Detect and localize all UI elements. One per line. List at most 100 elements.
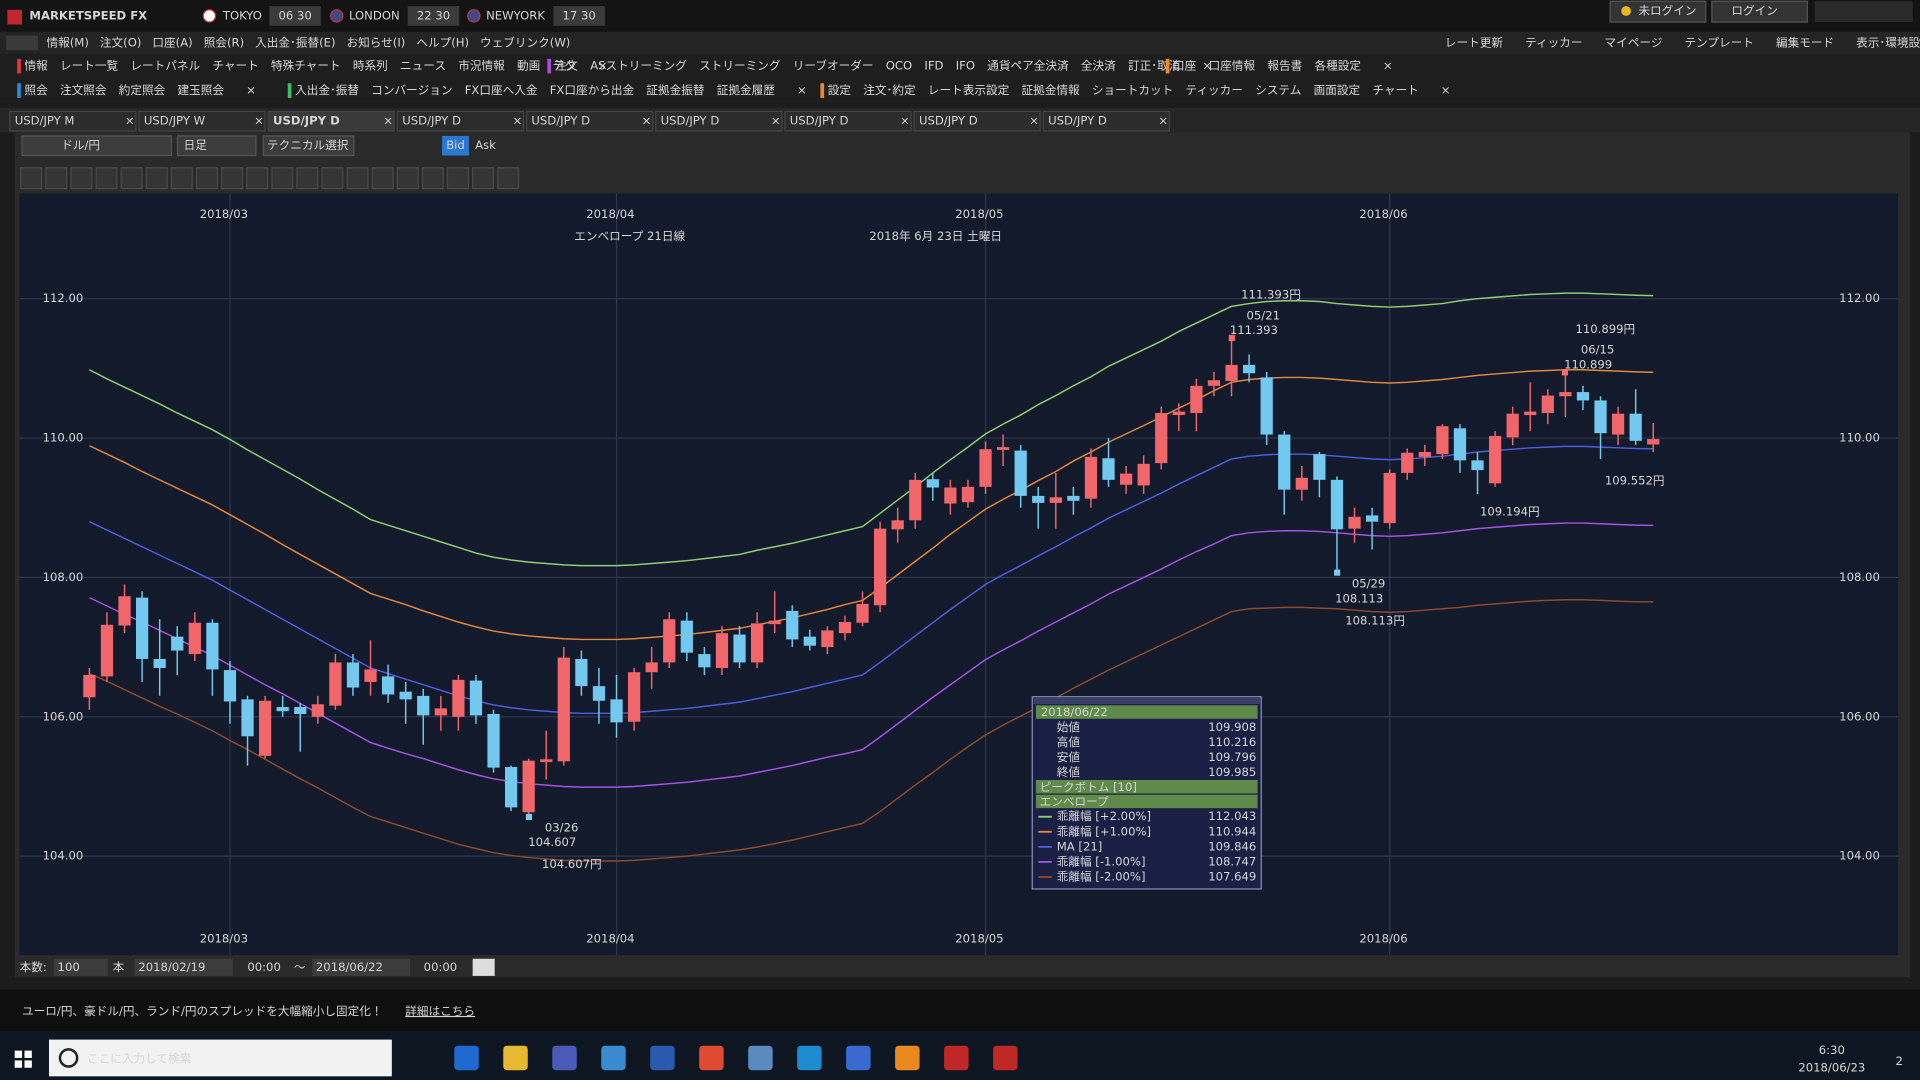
draw-tool[interactable] <box>346 167 369 190</box>
menu-item[interactable]: 情報(M) <box>47 35 89 49</box>
menu-right-item[interactable]: マイページ <box>1605 35 1663 49</box>
taskbar-app[interactable] <box>895 1045 920 1071</box>
menu-right-item[interactable]: ティッカー <box>1525 35 1582 49</box>
menu-item[interactable]: 照会(R) <box>204 35 244 49</box>
toolbar-item[interactable]: ティッカー <box>1185 83 1242 97</box>
tab[interactable] <box>396 110 525 132</box>
apply-button[interactable] <box>472 958 495 976</box>
draw-tool[interactable] <box>271 167 294 190</box>
draw-tool[interactable] <box>145 167 168 190</box>
toolbar-item[interactable]: 注文 <box>555 59 579 73</box>
draw-tool[interactable] <box>497 167 520 190</box>
tab[interactable] <box>267 110 395 132</box>
toolbar-item[interactable]: 通貨ペア全決済 <box>987 59 1069 73</box>
tab-label[interactable]: USD/JPY D <box>661 114 720 128</box>
toolbar-item[interactable]: 入出金･振替 <box>295 83 359 97</box>
tab[interactable] <box>9 110 137 132</box>
draw-tool[interactable] <box>421 167 444 190</box>
footer-from[interactable]: 2018/02/19 <box>138 960 205 974</box>
draw-tool[interactable] <box>20 167 43 190</box>
toolbar-item[interactable]: 時系列 <box>353 59 388 73</box>
search-box[interactable] <box>48 1039 392 1077</box>
menu-item[interactable]: 口座(A) <box>152 35 192 49</box>
toolbar-item[interactable]: 照会 <box>24 83 48 97</box>
tab[interactable] <box>784 110 912 132</box>
tab-label[interactable]: USD/JPY D <box>402 114 461 128</box>
tab-label[interactable]: USD/JPY D <box>273 114 340 128</box>
taskbar-app[interactable] <box>846 1045 871 1071</box>
menu-item[interactable]: 入出金･振替(E) <box>255 35 335 49</box>
draw-tool[interactable] <box>195 167 218 190</box>
taskbar-app[interactable] <box>699 1045 724 1071</box>
count-select[interactable] <box>53 958 108 976</box>
menu-item[interactable]: 注文(O) <box>100 35 141 49</box>
toolbar-item[interactable]: 画面設定 <box>1314 83 1361 97</box>
toolbar-item[interactable]: レート一覧 <box>60 59 119 73</box>
draw-tool[interactable] <box>472 167 495 190</box>
taskbar-app[interactable] <box>797 1045 822 1071</box>
footer-count[interactable]: 100 <box>58 960 80 974</box>
toolbar-item[interactable]: 全決済 <box>1081 59 1116 73</box>
ask[interactable]: Ask <box>475 138 496 152</box>
toolbar-item[interactable]: 特殊チャート <box>271 59 341 73</box>
draw-tool[interactable] <box>396 167 419 190</box>
menu-item[interactable]: ヘルプ(H) <box>416 35 469 49</box>
toolbar-item[interactable]: 証拠金情報 <box>1021 83 1080 97</box>
technical[interactable]: テクニカル選択 <box>267 138 349 152</box>
period[interactable]: 日足 <box>184 138 208 152</box>
date-box[interactable] <box>312 958 411 976</box>
toolbar-item[interactable]: レート表示設定 <box>928 83 1010 97</box>
toolbar-item[interactable]: 証拠金履歴 <box>717 83 776 97</box>
toolbar-item[interactable]: 口座情報 <box>1209 59 1256 73</box>
tab[interactable] <box>138 110 266 132</box>
toolbar-item[interactable]: リーブオーダー <box>793 59 874 73</box>
news-link[interactable]: 詳細はこちら <box>405 1004 475 1018</box>
toolbar-item[interactable]: 動画 <box>517 59 540 73</box>
toolbar-item[interactable]: チャート <box>1372 83 1418 97</box>
tab[interactable] <box>525 110 654 132</box>
draw-tool[interactable] <box>371 167 394 190</box>
toolbar-item[interactable]: ニュース <box>400 59 446 73</box>
toolbar-item[interactable]: レートパネル <box>130 59 200 73</box>
toolbar-item[interactable]: システム <box>1255 83 1301 97</box>
draw-tool[interactable] <box>246 167 269 190</box>
toolbar-item[interactable]: 設定 <box>828 83 852 97</box>
toolbar-item[interactable]: 報告書 <box>1267 59 1302 73</box>
taskbar-app[interactable] <box>650 1045 675 1071</box>
tab-label[interactable]: USD/JPY D <box>531 114 590 128</box>
tab[interactable] <box>913 110 1041 132</box>
toolbar-item[interactable]: 建玉照会 <box>178 83 225 97</box>
toolbar-item[interactable]: 証拠金振替 <box>646 83 705 97</box>
menu-item[interactable]: ウェブリンク(W) <box>480 35 570 49</box>
date-box[interactable] <box>134 958 233 976</box>
login-button[interactable] <box>1711 0 1808 23</box>
draw-tool[interactable] <box>221 167 244 190</box>
draw-tool[interactable] <box>120 167 143 190</box>
toolbar-item[interactable]: 各種設定 <box>1314 59 1361 73</box>
toolbar-item[interactable]: チャート <box>212 59 258 73</box>
taskbar-app[interactable] <box>944 1045 969 1071</box>
toolbar-item[interactable]: 注文･約定 <box>863 83 916 97</box>
toolbar-item[interactable]: コンバージョン <box>371 83 452 97</box>
toolbar-item[interactable]: ASストリーミング <box>590 59 687 73</box>
toolbar-item[interactable]: テク <box>552 59 575 73</box>
draw-tool[interactable] <box>321 167 344 190</box>
menu-right-item[interactable]: テンプレート <box>1685 35 1754 49</box>
draw-tool[interactable] <box>45 167 68 190</box>
toolbar-item[interactable]: OCO <box>886 59 912 73</box>
login[interactable]: ログイン <box>1731 4 1778 18</box>
toolbar-item[interactable]: 口座 <box>1173 59 1197 73</box>
taskbar-app[interactable] <box>993 1045 1018 1071</box>
toolbar-item[interactable]: FX口座から出金 <box>550 83 635 97</box>
menu-right-item[interactable]: レート更新 <box>1445 35 1504 49</box>
draw-tool[interactable] <box>70 167 93 190</box>
pair-select[interactable] <box>21 135 173 157</box>
bid[interactable]: Bid <box>446 138 465 152</box>
taskbar-app[interactable] <box>748 1045 773 1071</box>
menu-right-item[interactable]: 編集モード <box>1776 35 1834 49</box>
tab-label[interactable]: USD/JPY W <box>144 114 206 128</box>
toolbar-item[interactable]: 注文照会 <box>60 83 107 97</box>
draw-tool[interactable] <box>296 167 319 190</box>
period-select[interactable] <box>176 135 257 157</box>
toolbar-item[interactable]: 市況情報 <box>458 59 505 73</box>
